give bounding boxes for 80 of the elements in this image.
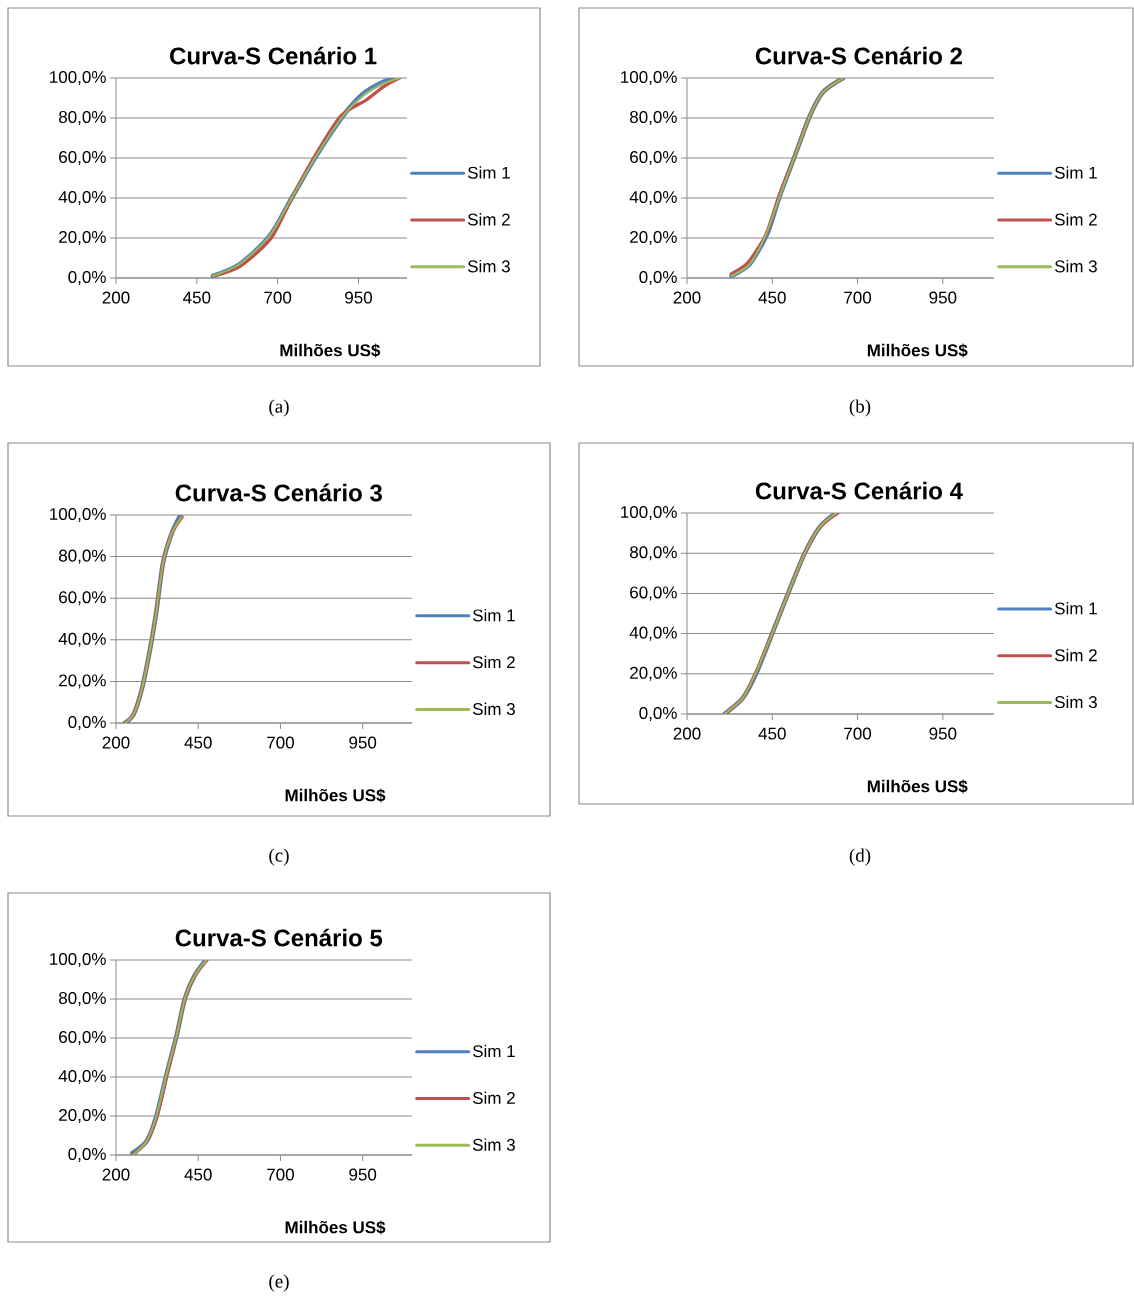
y-tick-label: 60,0% <box>59 150 106 166</box>
y-tick-label: 60,0% <box>630 150 677 166</box>
y-tick-label: 100,0% <box>50 952 106 968</box>
x-axis-title: Milhões US$ <box>285 1220 386 1235</box>
y-tick-label: 80,0% <box>59 110 106 126</box>
x-tick-label: 700 <box>267 736 294 749</box>
chart-title: Curva-S Cenário 1 <box>170 46 377 65</box>
y-tick-label: 20,0% <box>59 230 106 246</box>
legend-label: Sim 3 <box>472 1138 515 1151</box>
x-tick-label: 450 <box>758 727 786 740</box>
x-tick-label: 950 <box>929 291 957 304</box>
text: (c) <box>269 848 289 866</box>
y-tick-label: 100,0% <box>621 70 677 86</box>
chart-title: Curva-S Cenário 2 <box>755 46 962 65</box>
y-tick-label: 60,0% <box>59 591 106 606</box>
y-tick-label: 40,0% <box>58 1069 106 1085</box>
legend-label: Sim 1 <box>1054 602 1097 615</box>
legend-label: Sim 3 <box>1054 259 1097 273</box>
y-tick-label: 20,0% <box>59 674 106 689</box>
x-axis-title: Milhões US$ <box>285 788 386 803</box>
legend-label: Sim 1 <box>1054 166 1097 179</box>
x-tick-label: 450 <box>184 1168 212 1181</box>
x-tick-label: 700 <box>844 291 872 304</box>
x-tick-label: 200 <box>673 727 701 740</box>
x-tick-label: 450 <box>183 291 211 304</box>
y-tick-label: 60,0% <box>630 586 677 601</box>
x-tick-label: 700 <box>264 291 292 304</box>
y-tick-label: 40,0% <box>58 190 106 206</box>
y-tick-label: 0,0% <box>68 270 106 286</box>
legend-label: Sim 3 <box>467 259 510 273</box>
y-tick-label: 20,0% <box>630 230 677 246</box>
text: (a) <box>269 399 289 417</box>
y-tick-label: 40,0% <box>629 190 677 206</box>
legend-label: Sim 2 <box>472 1091 515 1105</box>
legend-label: Sim 3 <box>472 702 515 716</box>
legend-label: Sim 2 <box>1054 213 1097 226</box>
x-axis-title: Milhões US$ <box>867 779 968 794</box>
x-axis-title: Milhões US$ <box>867 343 968 358</box>
x-tick-label: 950 <box>349 736 377 749</box>
y-tick-label: 80,0% <box>59 549 106 564</box>
y-tick-label: 100,0% <box>50 507 106 523</box>
x-axis-title: Milhões US$ <box>280 343 381 358</box>
x-tick-label: 700 <box>267 1168 294 1181</box>
x-tick-label: 200 <box>102 1168 130 1181</box>
x-tick-label: 200 <box>102 291 130 304</box>
y-tick-label: 60,0% <box>59 1030 106 1046</box>
text: (b) <box>849 399 871 417</box>
legend-label: Sim 3 <box>1054 695 1097 709</box>
y-tick-label: 20,0% <box>59 1108 106 1124</box>
x-tick-label: 200 <box>102 736 130 749</box>
y-tick-label: 80,0% <box>630 546 677 561</box>
y-tick-label: 100,0% <box>621 505 677 521</box>
y-tick-label: 0,0% <box>68 1147 106 1163</box>
y-tick-label: 80,0% <box>59 991 106 1007</box>
chart-title: Curva-S Cenário 4 <box>755 481 963 500</box>
x-tick-label: 200 <box>673 291 701 304</box>
x-tick-label: 450 <box>184 736 212 749</box>
y-tick-label: 100,0% <box>50 70 106 86</box>
text: (d) <box>849 848 871 866</box>
x-tick-label: 700 <box>844 727 872 740</box>
legend-label: Sim 1 <box>467 166 510 179</box>
y-tick-label: 0,0% <box>68 715 106 731</box>
y-tick-label: 40,0% <box>629 626 677 641</box>
x-tick-label: 950 <box>345 291 373 304</box>
chart-title: Curva-S Cenário 3 <box>175 483 382 502</box>
x-tick-label: 450 <box>758 291 786 304</box>
x-tick-label: 950 <box>349 1168 377 1181</box>
legend-label: Sim 1 <box>472 1044 515 1058</box>
y-tick-label: 80,0% <box>630 110 677 126</box>
legend-label: Sim 1 <box>472 608 515 622</box>
x-tick-label: 950 <box>929 727 957 740</box>
legend-label: Sim 2 <box>467 213 510 226</box>
legend-label: Sim 2 <box>1054 648 1097 662</box>
y-tick-label: 40,0% <box>58 632 106 647</box>
text: (e) <box>269 1274 289 1292</box>
chart-title: Curva-S Cenário 5 <box>175 928 383 947</box>
y-tick-label: 20,0% <box>630 666 677 681</box>
legend-label: Sim 2 <box>472 655 515 669</box>
y-tick-label: 0,0% <box>639 270 677 286</box>
y-tick-label: 0,0% <box>639 706 677 722</box>
